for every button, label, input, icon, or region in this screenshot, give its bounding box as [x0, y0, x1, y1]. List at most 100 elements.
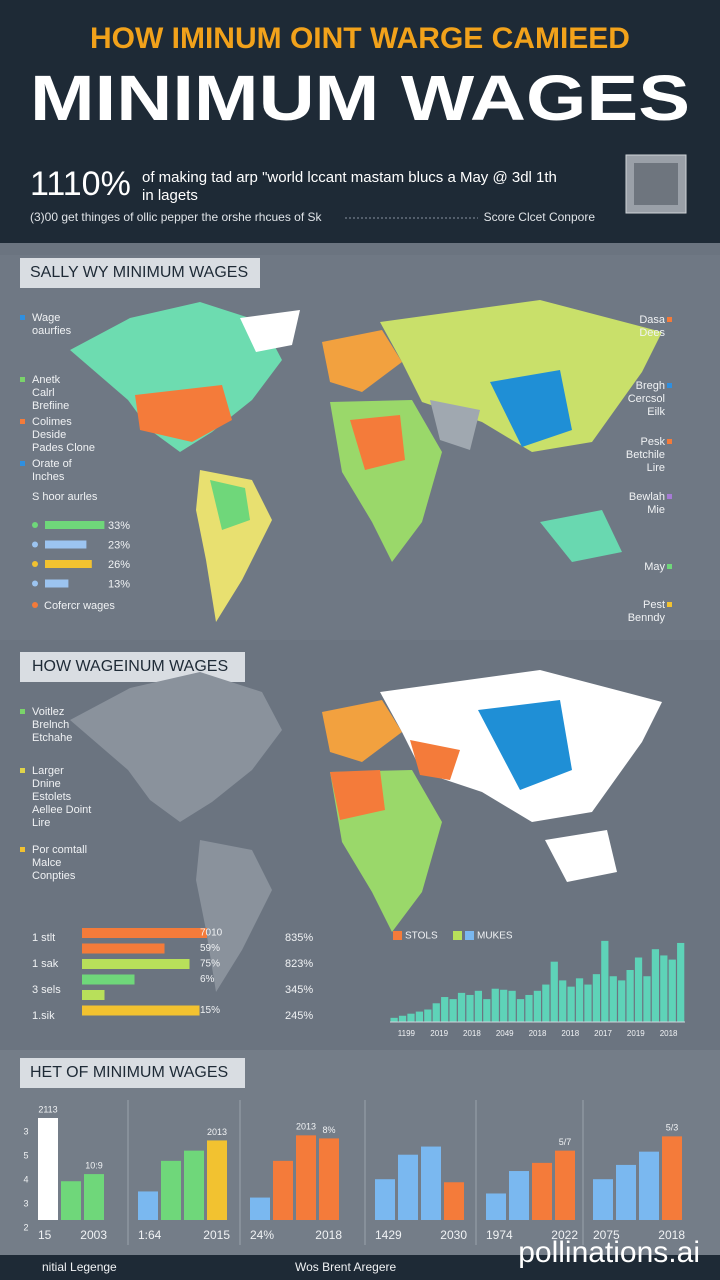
column — [542, 984, 550, 1022]
x-tick-label: 2019 — [627, 1029, 645, 1038]
legend-text: Por comtall — [32, 844, 87, 856]
group-label: 2030 — [440, 1228, 467, 1242]
column — [668, 959, 676, 1022]
legend-text: Mie — [647, 504, 665, 516]
bar-label: 26% — [108, 559, 130, 571]
legend-text: Anetk — [32, 374, 61, 386]
column — [609, 976, 617, 1022]
x-tick-label: 2017 — [594, 1029, 612, 1038]
footer-left: nitial Legenge — [42, 1260, 117, 1274]
bar — [398, 1154, 418, 1220]
bar-note: 6% — [200, 974, 215, 985]
row-total: 345% — [285, 984, 313, 996]
bar — [616, 1164, 636, 1220]
legend-swatch — [667, 602, 672, 607]
column — [415, 1011, 424, 1022]
legend-swatch — [20, 461, 25, 466]
bar — [45, 560, 92, 568]
legend-text: May — [644, 561, 665, 573]
bar — [250, 1197, 270, 1220]
legend-swatch — [20, 768, 25, 773]
column — [626, 970, 634, 1022]
legend-swatch — [20, 419, 25, 424]
x-tick-label: 2018 — [529, 1029, 547, 1038]
legend-dot — [32, 522, 38, 528]
column — [559, 980, 567, 1022]
legend-text: Dasa — [639, 314, 666, 326]
bar — [509, 1171, 529, 1220]
row-label: 1.sik — [32, 1010, 55, 1022]
x-tick-label: 2018 — [660, 1029, 678, 1038]
legend-text: Estolets — [32, 791, 72, 803]
legend-swatch — [667, 564, 672, 569]
bar — [45, 540, 87, 549]
footer-center: Wos Brent Aregere — [295, 1260, 396, 1274]
bar-note: 5/3 — [666, 1123, 679, 1133]
bar — [82, 1005, 200, 1016]
bar — [486, 1193, 506, 1220]
continent — [545, 830, 617, 882]
legend-text: Cercsol — [628, 393, 665, 405]
bar — [555, 1150, 575, 1220]
legend-text: Eilk — [647, 406, 665, 418]
bar — [593, 1179, 613, 1220]
axis-label: 5 — [23, 1150, 28, 1160]
legend-swatch — [667, 494, 672, 499]
country — [210, 480, 250, 530]
legend-dot — [32, 602, 38, 608]
axis-label: 2 — [23, 1222, 28, 1232]
legend-text: Colimes — [32, 416, 72, 428]
bar-label: 23% — [108, 539, 130, 551]
bar-label: 33% — [108, 520, 130, 532]
bars-title: S hoor aurles — [32, 491, 98, 503]
section-title: HOW WAGEINUM WAGES — [32, 658, 228, 675]
legend-text: Bregh — [636, 380, 665, 392]
bar-note: 2113 — [38, 1104, 57, 1114]
bar-note: 10:9 — [85, 1160, 103, 1170]
column — [407, 1013, 415, 1022]
watermark: pollinations.ai — [518, 1236, 700, 1269]
legend-text: Aellee Doint — [32, 804, 91, 816]
x-tick-label: 2018 — [561, 1029, 579, 1038]
bar — [161, 1160, 181, 1220]
bar — [375, 1179, 395, 1220]
country — [350, 415, 405, 470]
continent — [540, 510, 622, 562]
bar — [45, 579, 69, 588]
legend-text: STOLS — [405, 931, 438, 942]
bar — [138, 1191, 158, 1220]
bar-list: 33% 23% 26% 13% — [32, 520, 130, 590]
column — [516, 999, 525, 1022]
bar-note: 59% — [200, 943, 220, 954]
legend-swatch — [20, 847, 25, 852]
country — [135, 385, 232, 442]
bar — [207, 1140, 227, 1220]
column — [584, 984, 592, 1022]
grouped-bars: 3 5 4 3 2 2113 10:9 15 2003 2013 1:64 2015 2013 8% 24%… — [23, 1100, 685, 1245]
section-title-box — [20, 1058, 245, 1088]
group-label: 15 — [38, 1228, 52, 1242]
column-chart: STOLS MUKES 1199 2019 2018 2049 2018 2018 2017 20… — [390, 931, 685, 1038]
legend-text: Lire — [647, 462, 665, 474]
bar — [82, 959, 190, 969]
group-label: 2022 — [551, 1228, 578, 1242]
main-title: MINIMUM WAGES — [30, 62, 690, 134]
world-map — [70, 300, 662, 622]
legend-text: Dees — [639, 327, 665, 339]
row-label: 3 sels — [32, 984, 61, 996]
bar — [444, 1182, 464, 1220]
bar — [319, 1138, 339, 1220]
group-label: 2075 — [593, 1228, 620, 1242]
legend-dot — [32, 580, 38, 587]
column — [651, 949, 660, 1022]
bar-note: 5/7 — [559, 1137, 572, 1147]
bar — [421, 1146, 441, 1220]
column — [500, 989, 508, 1022]
row-label: 1 stlt — [32, 932, 55, 944]
column — [424, 1009, 432, 1022]
legend-swatch — [667, 439, 672, 444]
legend-text: Pest — [643, 599, 665, 611]
column — [533, 990, 542, 1022]
